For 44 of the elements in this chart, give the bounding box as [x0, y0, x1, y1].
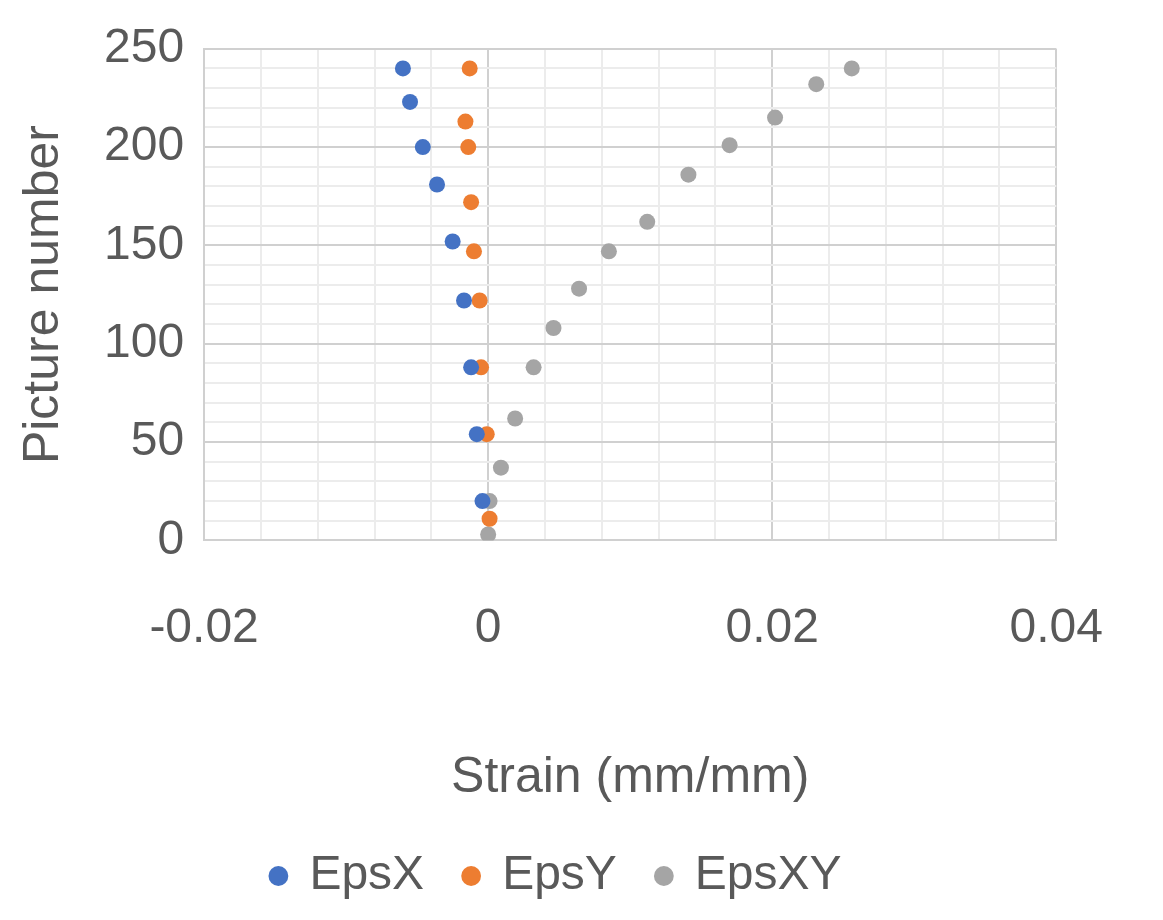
- point: [545, 320, 562, 337]
- point: [639, 213, 656, 230]
- point: [429, 176, 446, 193]
- x-tick-label: 0: [474, 599, 502, 653]
- y-tick-label: 200: [103, 117, 185, 171]
- point: [457, 113, 474, 130]
- point: [507, 410, 524, 427]
- legend-label: EpsXY: [694, 846, 842, 900]
- point: [456, 292, 473, 309]
- point: [843, 60, 860, 77]
- y-tick-label: 100: [103, 313, 185, 367]
- point: [680, 166, 697, 183]
- y-tick-label: 250: [103, 19, 185, 73]
- point: [461, 60, 478, 77]
- point: [474, 493, 491, 510]
- point: [808, 76, 825, 93]
- point: [394, 60, 411, 77]
- legend-label: EpsY: [502, 846, 617, 900]
- point: [571, 280, 588, 297]
- point: [414, 139, 431, 156]
- point: [721, 137, 738, 154]
- point: [767, 109, 784, 126]
- x-axis-title: Strain (mm/mm): [451, 746, 810, 803]
- y-tick-label: 50: [130, 412, 185, 466]
- point: [468, 426, 485, 443]
- x-tick-label: 0.04: [1009, 599, 1103, 653]
- point: [600, 243, 617, 260]
- point: [480, 526, 497, 541]
- point: [471, 292, 488, 309]
- point: [402, 93, 419, 110]
- point: [463, 359, 480, 376]
- point: [463, 194, 480, 211]
- point: [525, 359, 542, 376]
- y-tick-label: 0: [157, 510, 185, 564]
- y-tick-label: 150: [103, 215, 185, 269]
- point: [492, 459, 509, 476]
- point: [481, 510, 498, 527]
- x-tick-label: 0.02: [725, 599, 819, 653]
- legend-label: EpsX: [309, 846, 425, 900]
- x-tick-label: -0.02: [149, 599, 259, 653]
- point: [444, 233, 461, 250]
- y-axis-title: Picture number: [12, 125, 69, 465]
- point: [460, 139, 477, 156]
- point: [465, 243, 482, 260]
